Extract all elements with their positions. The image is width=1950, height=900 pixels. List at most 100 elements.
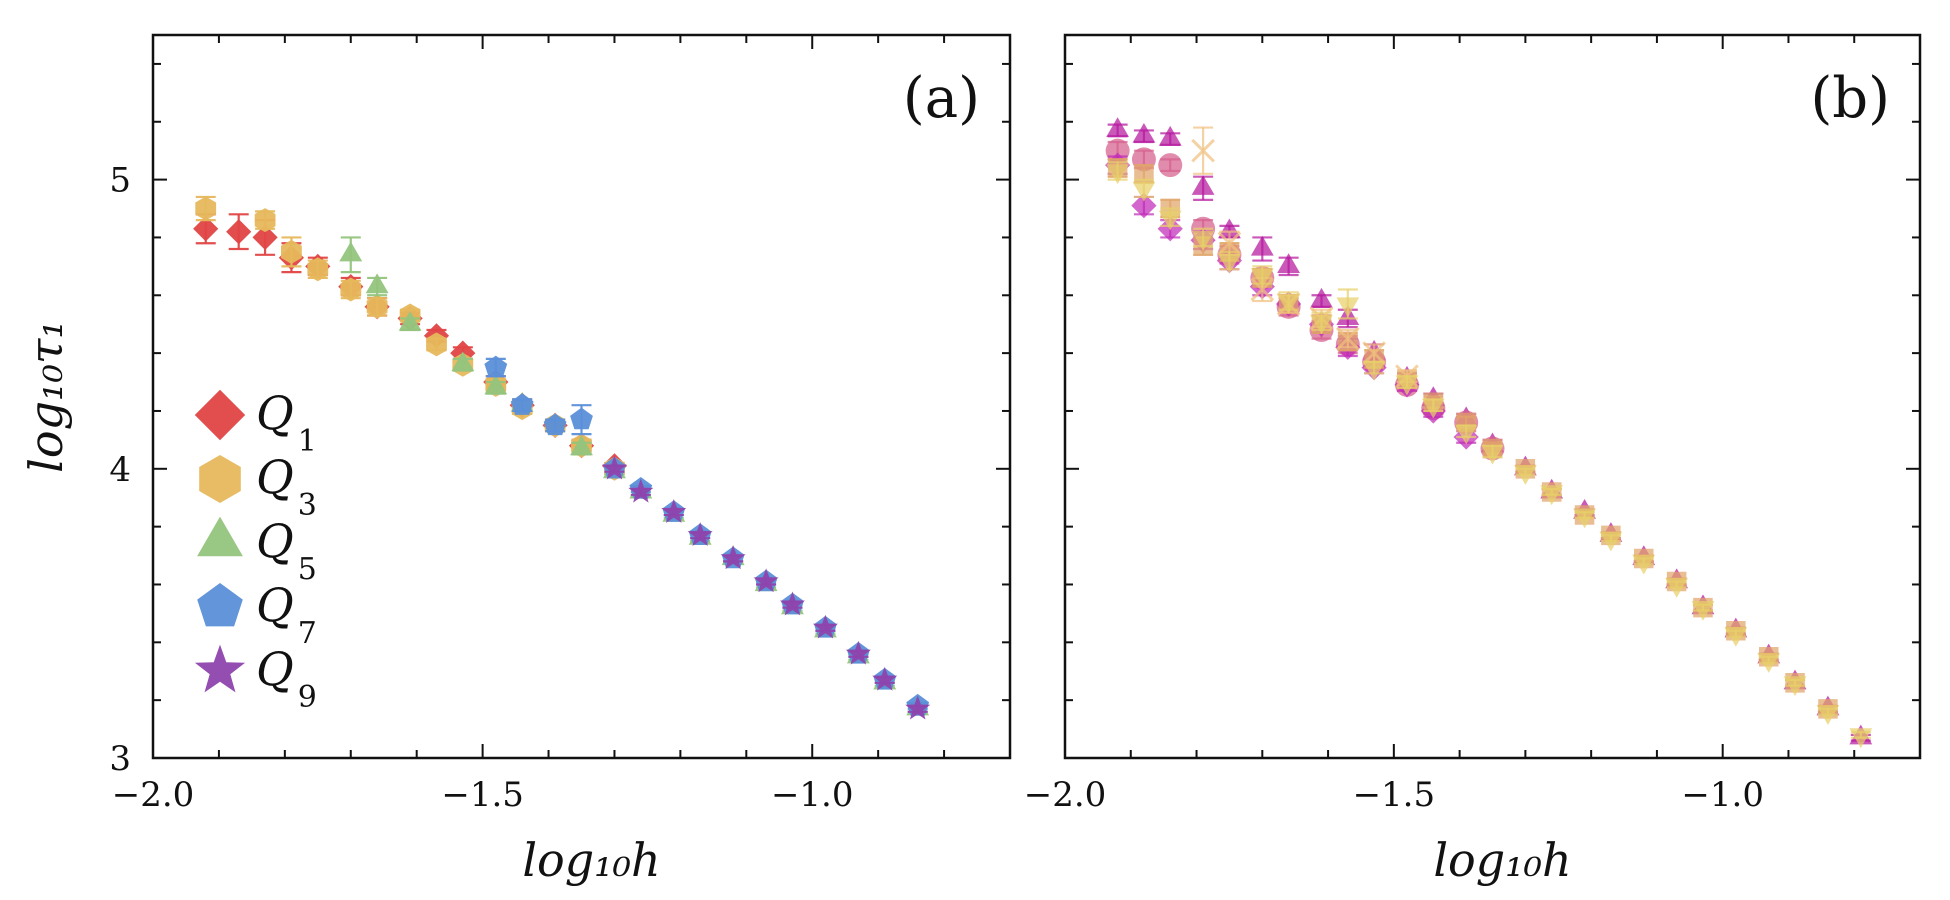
panel-a-marks [193,195,931,720]
data-point [1131,193,1157,219]
panel-b-label: (b) [1810,66,1890,131]
data-point [1335,326,1360,351]
data-point [451,351,475,372]
data-point [687,522,713,546]
legend-label-main: Q [256,450,294,504]
legend-label-main: Q [256,578,294,632]
panel-b-frame [1063,33,1922,760]
y-tick-label: 3 [109,739,131,779]
data-point [1783,676,1807,696]
data-point [193,216,219,242]
legend-label: Q1 [256,386,317,459]
legend-label-sub: 5 [298,552,317,587]
series-b-rose-circles [1105,138,1505,461]
data-point [1191,175,1215,195]
data-point [1158,210,1182,231]
legend-item-q9: Q9 [194,642,317,715]
x-tick-label: −2.0 [1024,775,1107,815]
data-point [1158,125,1182,146]
legend-label: Q5 [256,514,317,587]
data-point [226,219,252,245]
data-point [340,277,362,302]
legend-label: Q7 [256,578,317,651]
data-point [1540,485,1564,506]
data-point [1481,444,1504,465]
x-tick-label: −1.0 [771,775,854,815]
series-b-yellow-down-triangles [1106,161,1873,749]
data-point [720,545,746,570]
data-point [1277,294,1300,315]
data-point [628,478,654,503]
data-point [1849,728,1873,749]
data-point [484,355,508,378]
data-point [1250,277,1275,302]
data-point [1421,398,1445,419]
data-point [1132,123,1156,143]
data-point [661,499,687,523]
data-point [1632,554,1656,575]
data-point [1362,361,1386,381]
data-point [365,273,389,294]
panel-b-ticks: −2.0 −1.5 −1.0 [1024,35,1921,815]
legend-item-q7: Q7 [197,578,317,651]
data-point [1217,231,1242,256]
data-point [307,257,329,282]
data-point [872,666,898,691]
data-point [484,374,508,395]
legend-marker [197,583,243,627]
data-point [1310,287,1333,308]
data-point [543,413,567,436]
data-point [812,614,838,639]
panel-a-label: (a) [903,66,980,131]
legend-label-main: Q [256,514,294,568]
data-point [398,311,422,331]
x-tick-label: −1.0 [1681,775,1764,815]
data-point [1106,117,1129,137]
data-point [570,435,593,456]
x-tick-label: −2.0 [112,775,195,815]
panel-a-ticks: −2.0 −1.5 −1.0 3 4 5 [109,35,1011,815]
data-point [1277,253,1300,273]
data-point [510,393,534,415]
legend-label: Q9 [256,642,317,715]
legend-label: Q3 [256,450,317,523]
data-point [905,695,931,720]
data-point [1816,705,1840,725]
data-point [1158,153,1183,178]
legend-label-sub: 1 [298,424,317,459]
data-point [1599,531,1623,552]
legend-marker [194,389,246,441]
data-point [1191,138,1215,163]
data-point [1218,254,1241,274]
data-point [1454,424,1478,445]
data-point [1250,235,1274,256]
data-point [1218,218,1241,239]
data-point [1665,577,1689,598]
data-point [1132,181,1156,202]
panel-b-xlabel: log₁₀h [1433,833,1571,887]
data-point [1691,601,1715,621]
data-point [779,591,805,616]
x-tick-label: −1.5 [441,775,524,815]
data-point [570,407,593,430]
data-point [1757,653,1781,673]
data-point [1106,164,1129,185]
legend-marker [194,644,246,693]
series-q5 [339,236,930,716]
data-point [195,196,217,221]
series-b-magenta-triangles [1106,117,1873,745]
data-point [1310,314,1333,335]
legend-item-q5: Q5 [197,514,317,587]
series-q9 [601,455,931,720]
legend-label-sub: 7 [298,616,317,651]
legend-item-q3: Q3 [199,450,317,523]
data-point [254,208,276,233]
x-tick-label: −1.5 [1353,775,1436,815]
data-point [339,241,363,262]
legend-label-main: Q [256,386,294,440]
legend-label-sub: 3 [298,488,317,523]
data-point [601,455,627,480]
data-point [1395,375,1419,396]
